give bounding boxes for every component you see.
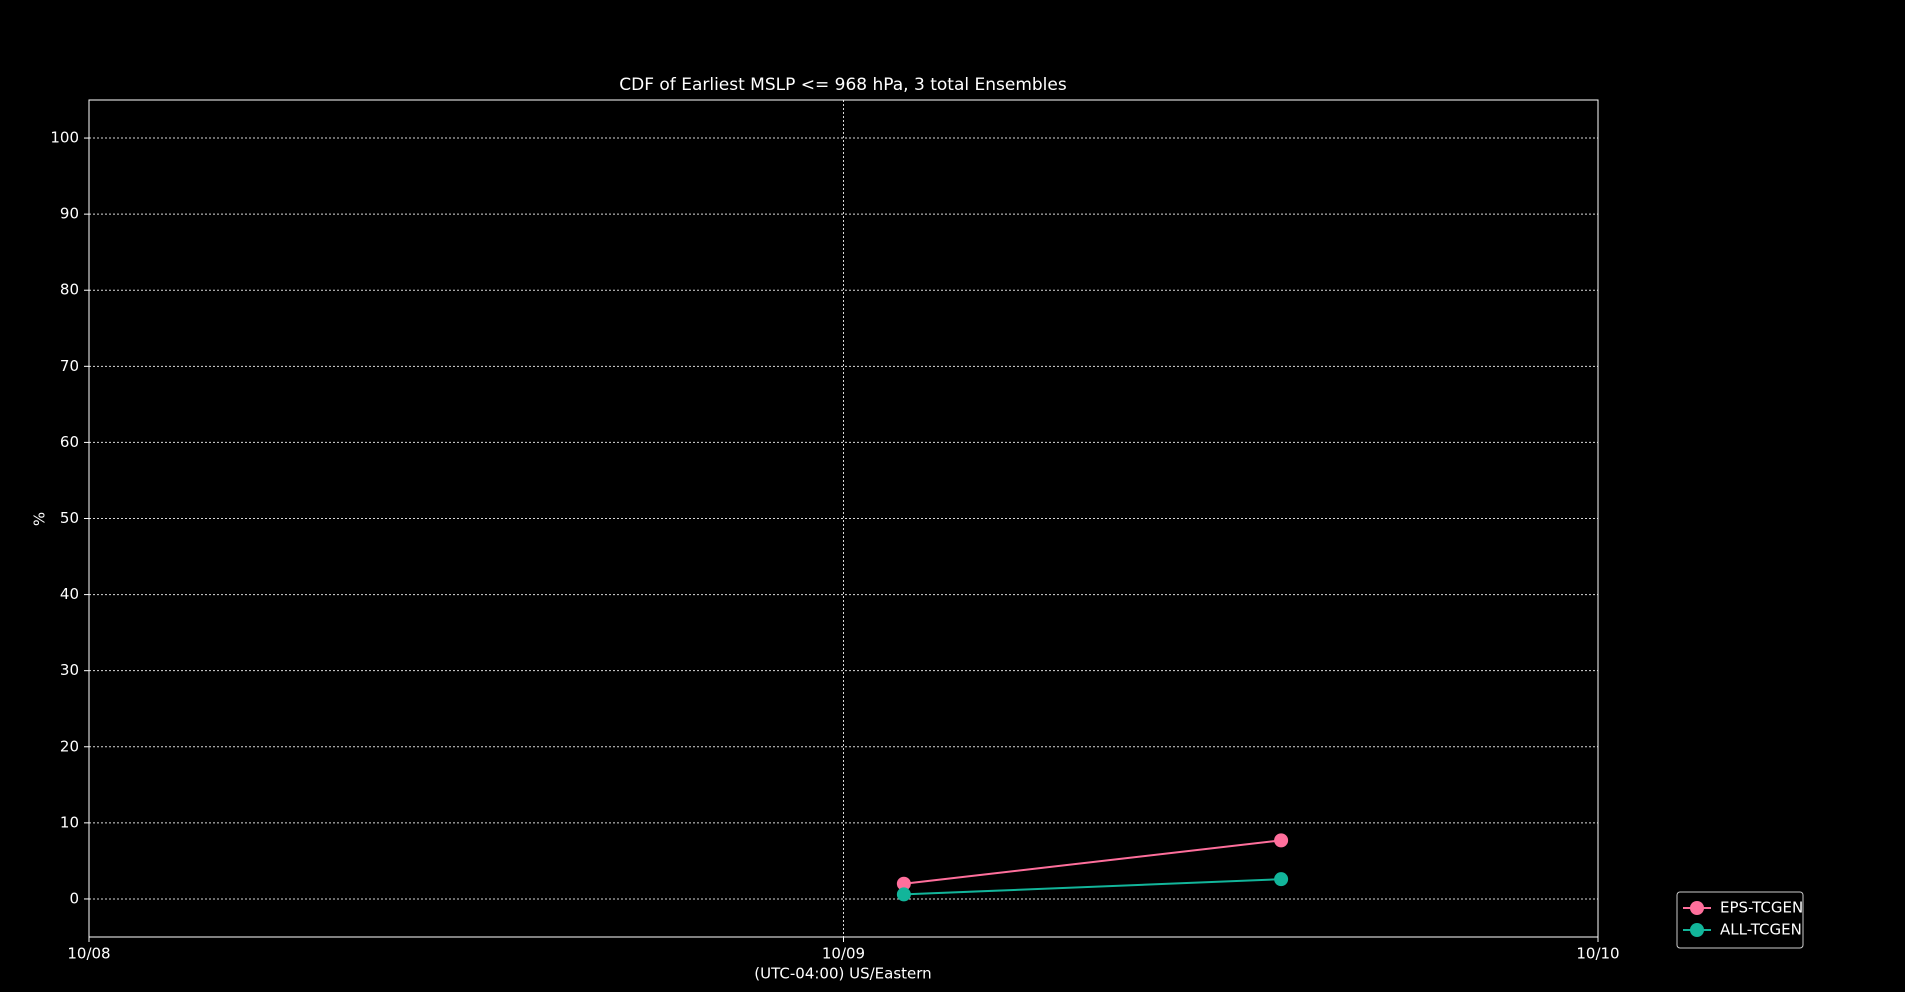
- series-line: [903, 878, 1282, 896]
- legend-marker: [1690, 923, 1704, 937]
- legend-marker: [1690, 901, 1704, 915]
- chart-title: CDF of Earliest MSLP <= 968 hPa, 3 total…: [619, 75, 1067, 95]
- series-line: [903, 839, 1282, 885]
- legend-label: ALL-TCGEN: [1720, 921, 1802, 939]
- legend: EPS-TCGEN ALL-TCGEN: [1676, 891, 1804, 949]
- legend-label: EPS-TCGEN: [1720, 899, 1803, 917]
- y-tick-label: 90: [60, 205, 79, 223]
- data-point: [896, 876, 911, 891]
- y-tick-label: 80: [60, 281, 79, 299]
- y-tick-label: 50: [60, 509, 79, 527]
- y-tick-label: 70: [60, 357, 79, 375]
- legend-frame: [1676, 891, 1804, 949]
- y-tick-label: 60: [60, 433, 79, 451]
- x-tick-label: 10/09: [822, 945, 865, 963]
- y-tick-label: 10: [60, 813, 79, 831]
- y-axis-label: %: [31, 512, 49, 526]
- y-tick-label: 100: [50, 129, 79, 147]
- data-point: [1274, 833, 1289, 848]
- x-tick-label: 10/10: [1576, 945, 1619, 963]
- x-tick-label: 10/08: [67, 945, 110, 963]
- y-tick-label: 0: [69, 889, 79, 907]
- data-point: [896, 887, 911, 902]
- plot-frame: [88, 99, 1599, 938]
- y-tick-label: 30: [60, 661, 79, 679]
- x-axis-label: (UTC-04:00) US/Eastern: [754, 965, 931, 983]
- y-tick-label: 40: [60, 585, 79, 603]
- y-tick-label: 20: [60, 737, 79, 755]
- data-point: [1274, 872, 1289, 887]
